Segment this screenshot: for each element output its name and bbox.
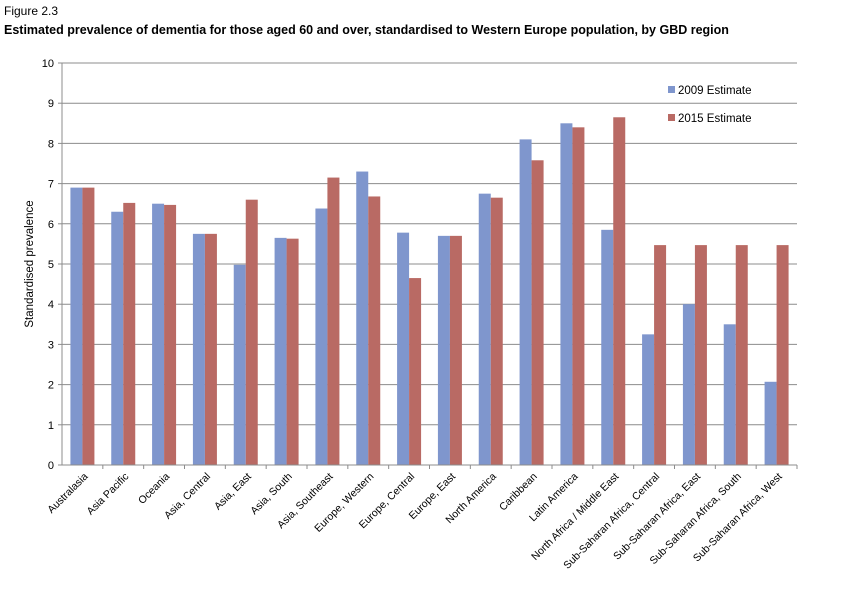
bar-2015 [327,177,340,465]
bar-2015 [286,238,299,465]
bar-2009 [274,237,287,465]
y-tick-label: 4 [48,299,54,311]
bar-2015 [531,160,544,465]
y-tick-label: 8 [48,138,54,150]
legend-label: 2015 Estimate [678,113,752,125]
y-tick-label: 1 [48,420,54,432]
bar-2015 [123,202,136,465]
figure-title: Estimated prevalence of dementia for tho… [4,23,729,37]
y-tick-label: 10 [42,58,54,70]
bar-2015 [776,245,789,465]
bar-2009 [152,203,165,465]
bar-2015 [572,127,585,465]
bars [70,117,789,466]
y-tick-label: 5 [48,259,54,271]
bar-2009 [642,334,655,465]
bar-2009 [111,211,124,465]
y-tick-label: 3 [48,339,54,351]
x-tick-label: Asia, East [212,471,254,513]
bar-2015 [490,197,503,466]
bar-2015 [368,196,381,466]
bar-2009 [397,232,410,465]
bar-2009 [356,171,369,466]
x-tick-label: Asia Pacific [85,471,132,518]
y-axis: 0 1 2 3 4 5 6 7 8 9 10 [42,58,63,472]
bar-2009 [478,193,491,465]
bar-2009 [437,235,450,465]
bar-2015 [164,204,177,465]
x-tick-label: Oceania [136,471,172,507]
figure-label: Figure 2.3 [4,4,59,18]
bar-2015 [82,187,95,465]
y-tick-label: 7 [48,179,54,191]
legend-label: 2009 Estimate [678,85,752,97]
legend: 2009 Estimate 2015 Estimate [668,85,752,125]
bar-2009 [192,233,205,465]
grid-lines [62,62,797,466]
bar-2009 [764,381,777,465]
bar-2015 [735,245,748,465]
bar-2015 [449,235,462,465]
bar-2009 [233,264,246,465]
bar-2009 [560,123,573,466]
bar-2009 [601,229,614,465]
legend-swatch [668,114,675,121]
legend-swatch [668,86,675,93]
y-tick-label: 0 [48,460,54,472]
bar-2009 [682,304,695,465]
bar-2009 [723,324,736,465]
bar-2015 [654,245,667,465]
y-tick-label: 2 [48,380,54,392]
y-tick-label: 9 [48,98,54,110]
bar-2015 [694,245,707,465]
x-tick-label: Caribbean [497,471,540,514]
y-axis-title: Standardised prevalence [24,200,36,327]
bar-2015 [204,233,217,465]
bar-2015 [409,278,422,465]
bar-2009 [315,208,328,466]
bar-2009 [519,139,532,465]
bar-2009 [70,187,83,465]
y-tick-label: 6 [48,219,54,231]
bar-2015 [613,117,626,466]
bar-2015 [245,199,258,465]
